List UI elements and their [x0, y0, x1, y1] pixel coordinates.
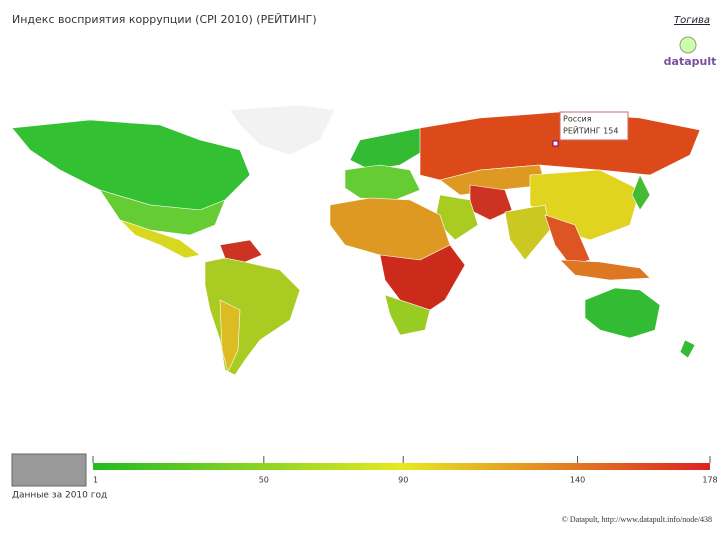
new-zealand [679, 339, 696, 359]
logo: datapult [664, 55, 717, 68]
legend-tick-label: 1 [93, 476, 98, 485]
legend-tick-label: 50 [259, 476, 269, 485]
legend-tick-label: 178 [702, 476, 717, 485]
south-america [204, 257, 301, 376]
world-map [11, 104, 701, 376]
canada [11, 119, 251, 211]
data-note: Данные за 2010 год [12, 491, 107, 501]
logo-icon [679, 36, 697, 54]
tooltip-pin [552, 140, 559, 147]
argentina [219, 299, 241, 373]
europe [344, 164, 421, 201]
mini-map[interactable] [11, 453, 87, 487]
tooltip-box [559, 111, 629, 141]
venezuela [219, 239, 263, 263]
tooltip-label: РЕЙТИНГ 154 [563, 125, 618, 136]
scandinavia [349, 127, 426, 171]
india [504, 204, 551, 261]
greenland [229, 104, 336, 156]
title: Индекс восприятия коррупции (CPI 2010) (… [12, 13, 317, 26]
tooltip-country: Россия [563, 115, 592, 124]
legend-tick-label: 90 [398, 476, 408, 485]
legend-tick-label: 140 [570, 476, 585, 485]
japan [631, 174, 651, 211]
legend-bar [93, 463, 710, 470]
credit: © Datapult, http://www.datapult.info/nod… [562, 515, 712, 524]
southern-africa [384, 294, 431, 336]
central-africa [379, 244, 466, 311]
indonesia [559, 259, 651, 281]
north-africa [329, 197, 451, 261]
australia [584, 287, 661, 339]
link[interactable]: Тогива [674, 15, 710, 26]
tooltip: Россия РЕЙТИНГ 154 [552, 111, 629, 147]
mexico [119, 219, 201, 259]
